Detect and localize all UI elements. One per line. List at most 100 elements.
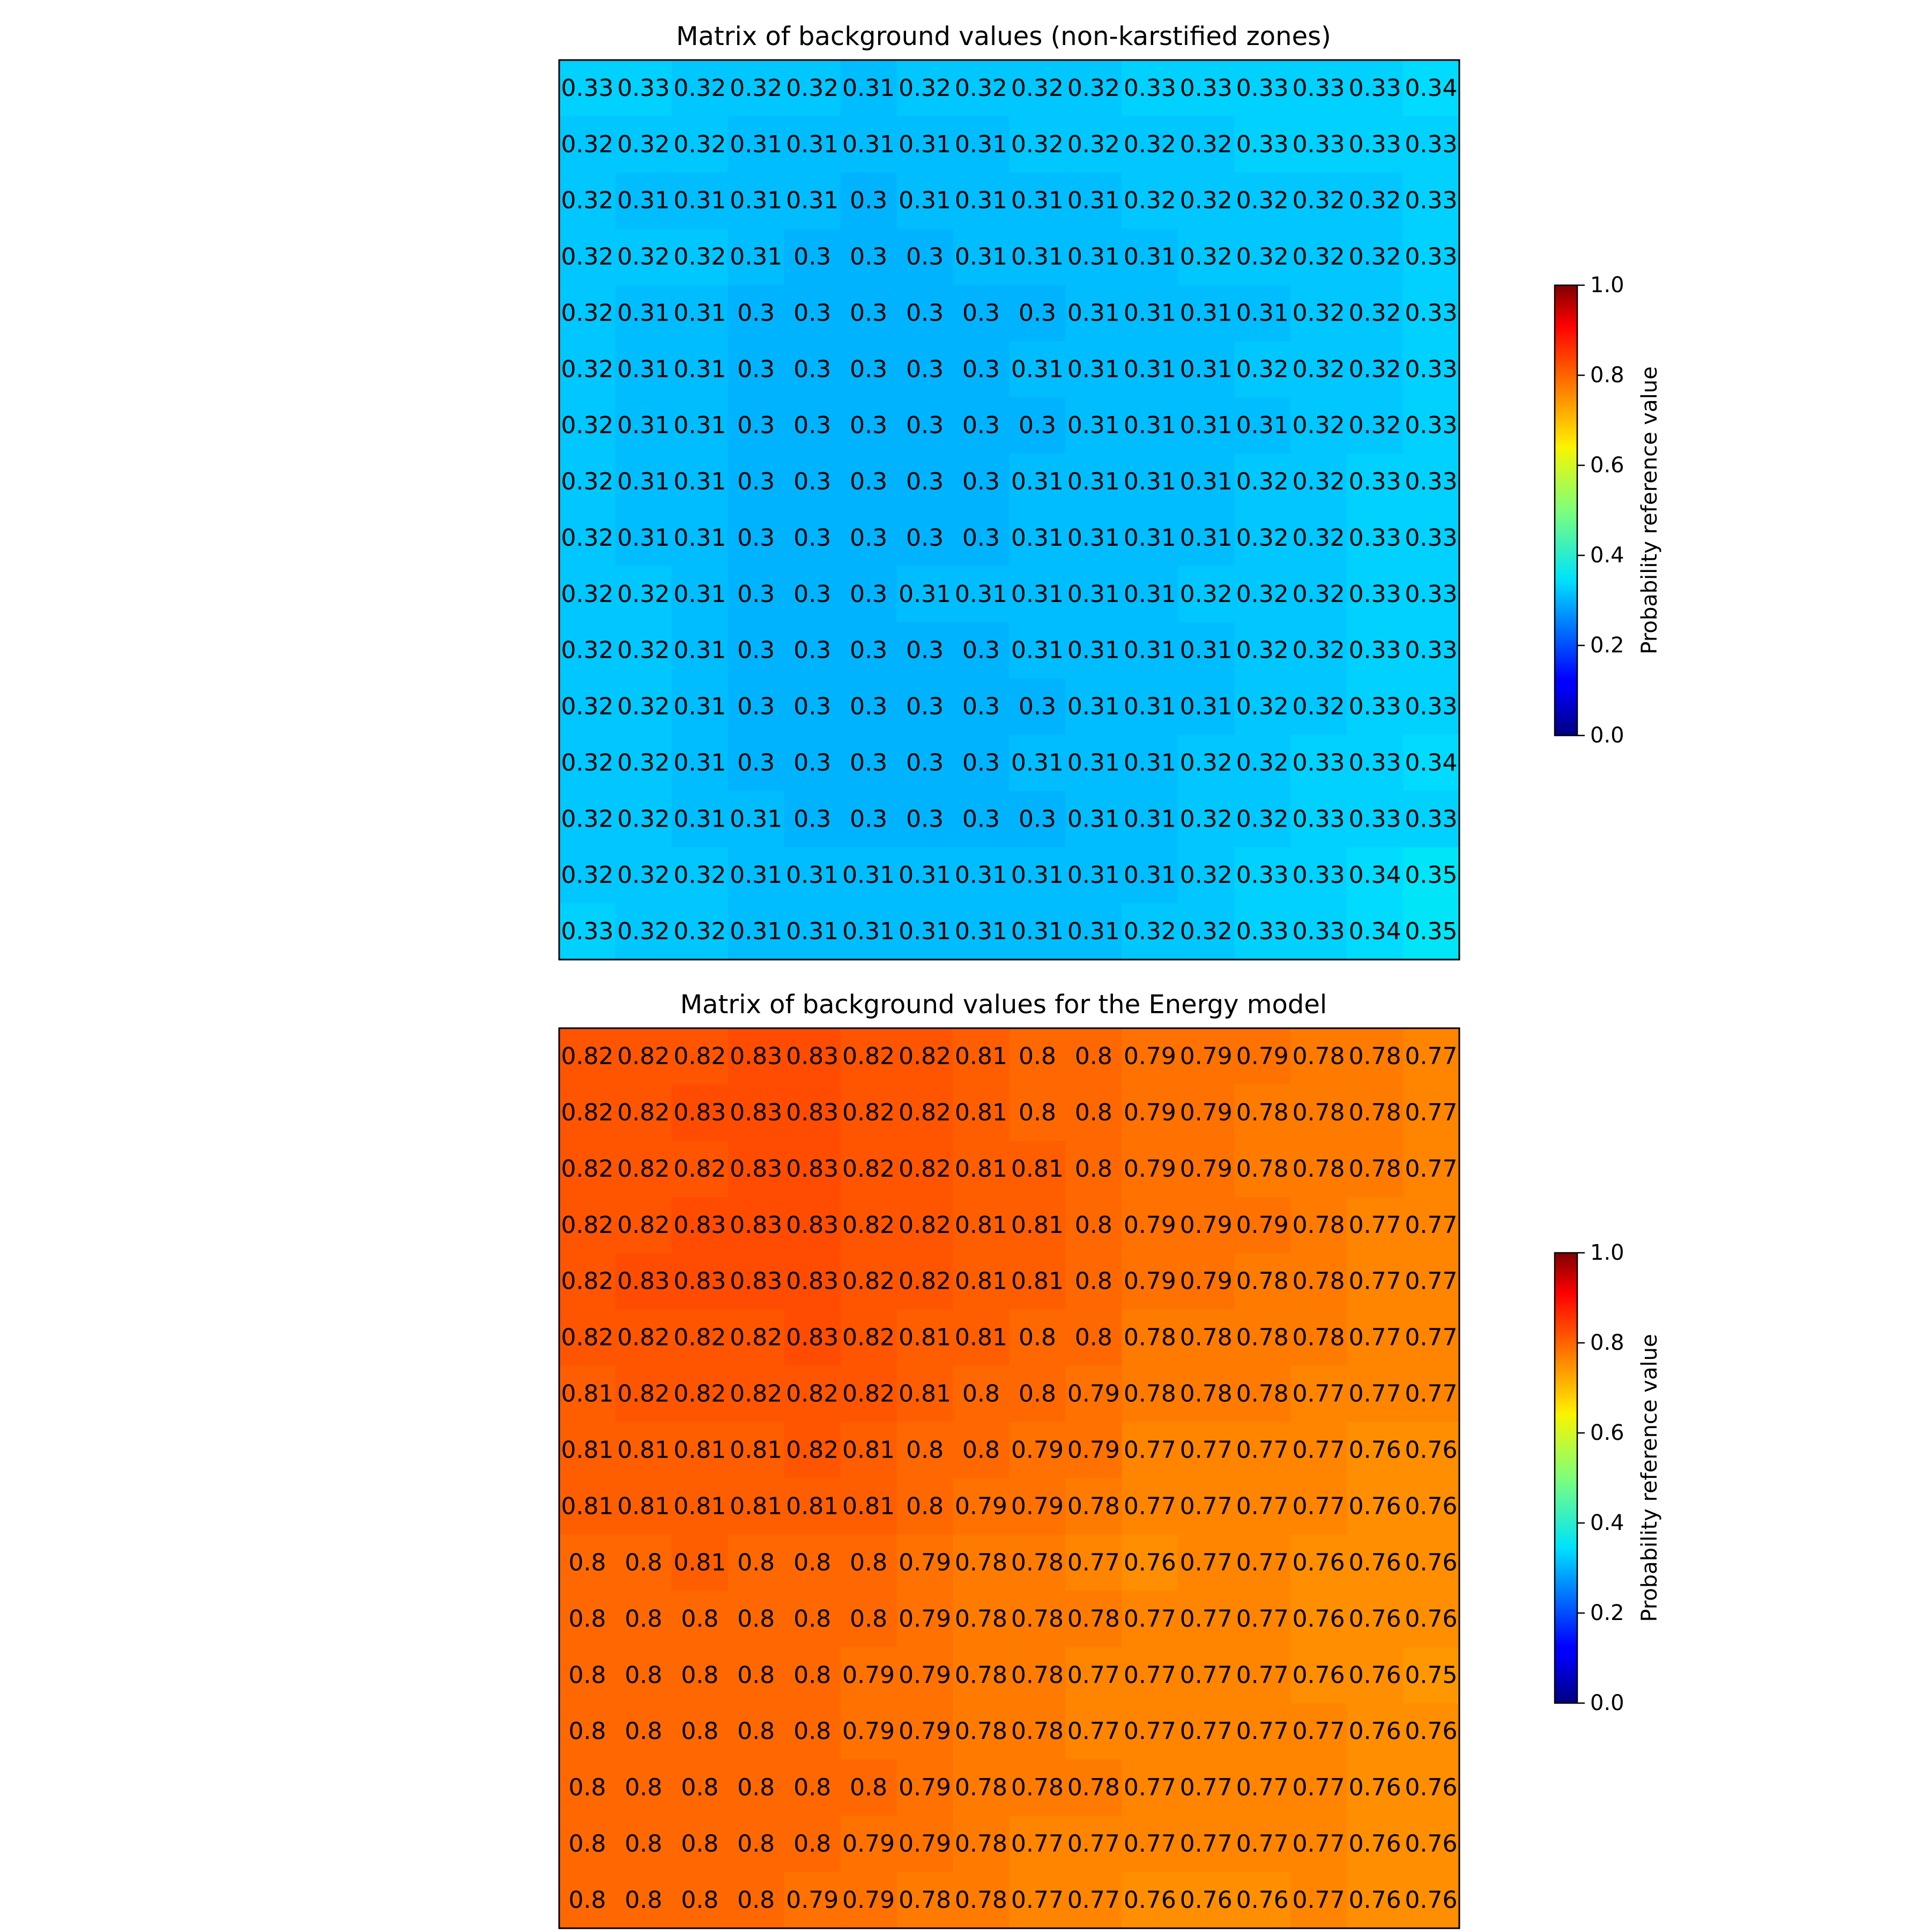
heatmap-cell-label: 0.82 [899,1155,951,1183]
heatmap-cell [784,1478,841,1535]
heatmap-cell-label: 0.32 [1293,299,1345,326]
heatmap-cell [1178,1534,1235,1591]
heatmap-cell [1122,285,1178,341]
heatmap-cell [953,1534,1010,1591]
heatmap-cell [1065,1365,1122,1423]
heatmap-cell-label: 0.3 [793,524,831,552]
heatmap-cell-label: 0.83 [786,1043,838,1070]
heatmap-cell-label: 0.31 [1236,299,1289,326]
heatmap-cell-label: 0.33 [1405,355,1458,383]
heatmap-cell [671,341,729,398]
heatmap-cell [1065,285,1122,341]
heatmap-cell [559,734,616,791]
heatmap-cell-label: 0.32 [617,861,670,889]
heatmap-cell-label: 0.32 [1236,749,1289,776]
heatmap-cell [896,510,954,567]
heatmap-cell-label: 0.31 [1124,693,1176,720]
heatmap-cell [1122,454,1178,510]
heatmap-cell-label: 0.8 [681,1774,718,1801]
colorbar: 0.0 0.2 0.4 0.6 0.8 1.0 Probability reference… [1554,273,1662,748]
heatmap-cell-label: 0.77 [1124,1605,1176,1632]
heatmap-cell [559,1534,616,1591]
heatmap-cell [1009,1703,1066,1760]
heatmap-cell [896,847,954,904]
heatmap-cell-label: 0.78 [1236,1155,1289,1183]
heatmap-cell-label: 0.3 [850,581,887,608]
heatmap-cell-label: 0.32 [673,861,726,889]
heatmap-cell-label: 0.32 [561,693,613,720]
heatmap-cell-label: 0.32 [561,243,613,271]
heatmap-cell [1122,1140,1178,1198]
heatmap-cell-label: 0.33 [1293,805,1345,833]
heatmap-cell-label: 0.8 [625,1830,662,1857]
heatmap-cell [1290,1309,1347,1366]
heatmap-cell [1234,510,1291,567]
heatmap-cell [1178,1140,1235,1198]
heatmap-cell [953,1140,1010,1198]
heatmap-cell [840,116,897,173]
heatmap-cell [784,1816,841,1872]
heatmap-cell [1009,678,1066,735]
heatmap-cell-label: 0.78 [1236,1324,1289,1351]
heatmap-cell [559,791,616,848]
heatmap-cell [840,228,897,286]
heatmap-cell [728,678,785,735]
heatmap-cell-label: 0.33 [1349,805,1401,833]
heatmap-cell-label: 0.75 [1405,1661,1458,1689]
heatmap-cell [1178,172,1235,229]
heatmap-cell [896,1872,954,1929]
heatmap-cell-label: 0.77 [1124,1718,1176,1745]
heatmap-cell [953,1309,1010,1366]
heatmap-cell [1009,397,1066,454]
heatmap-cell-label: 0.3 [850,749,887,776]
heatmap-cell [896,1422,954,1479]
heatmap-cell [1290,566,1347,623]
heatmap-cell [1234,1703,1291,1760]
heatmap-cell [896,172,954,229]
heatmap-cell [1347,903,1404,960]
heatmap-cell [615,1422,672,1479]
heatmap-cell [1347,566,1404,623]
heatmap-cell-label: 0.8 [568,1549,606,1576]
heatmap-cell-label: 0.77 [1293,1380,1345,1408]
heatmap-cell-label: 0.76 [1405,1718,1458,1745]
heatmap-cell-label: 0.32 [955,75,1007,102]
heatmap-cell-label: 0.77 [1124,1774,1176,1801]
heatmap-cell [784,1759,841,1816]
heatmap-cell-label: 0.32 [561,187,613,214]
heatmap-cell-label: 0.76 [1405,1886,1458,1914]
heatmap-cell-label: 0.8 [850,1774,887,1801]
heatmap-cell-label: 0.77 [1405,1380,1458,1408]
heatmap-cell [840,1253,897,1310]
heatmap-cell [615,1365,672,1423]
heatmap-cell-label: 0.32 [561,805,613,833]
colorbar-tick-label: 0.2 [1590,1601,1624,1625]
heatmap-cell [1403,1478,1460,1535]
heatmap-cell [953,1703,1010,1760]
heatmap-cell [1122,1591,1178,1647]
heatmap-cell-label: 0.31 [955,187,1007,214]
heatmap-cell-label: 0.78 [1293,1268,1345,1295]
heatmap-cell [1347,622,1404,679]
heatmap-cell-label: 0.76 [1349,1830,1401,1857]
heatmap-cell-label: 0.79 [899,1661,951,1689]
heatmap-cell-label: 0.32 [617,637,670,664]
heatmap-cell [1122,734,1178,791]
heatmap-cell [1065,397,1122,454]
heatmap-cell-label: 0.77 [1180,1774,1233,1801]
heatmap-cell [615,1816,672,1872]
colorbar-tick-label: 1.0 [1590,1240,1624,1265]
heatmap-cell-label: 0.76 [1124,1886,1176,1914]
heatmap-cell-label: 0.32 [1124,918,1176,945]
heatmap-cell [1403,847,1460,904]
heatmap-cell-label: 0.32 [673,131,726,158]
heatmap-cell-label: 0.77 [1293,1718,1345,1745]
heatmap-cell-label: 0.79 [1180,1212,1233,1239]
heatmap-cell [1290,285,1347,341]
heatmap-cell [1234,285,1291,341]
heatmap-cell [1403,285,1460,341]
heatmap-cell-label: 0.31 [1011,637,1064,664]
heatmap-cell-label: 0.33 [1405,524,1458,552]
heatmap-cell-label: 0.33 [1236,75,1289,102]
heatmap-cell [559,1591,616,1647]
